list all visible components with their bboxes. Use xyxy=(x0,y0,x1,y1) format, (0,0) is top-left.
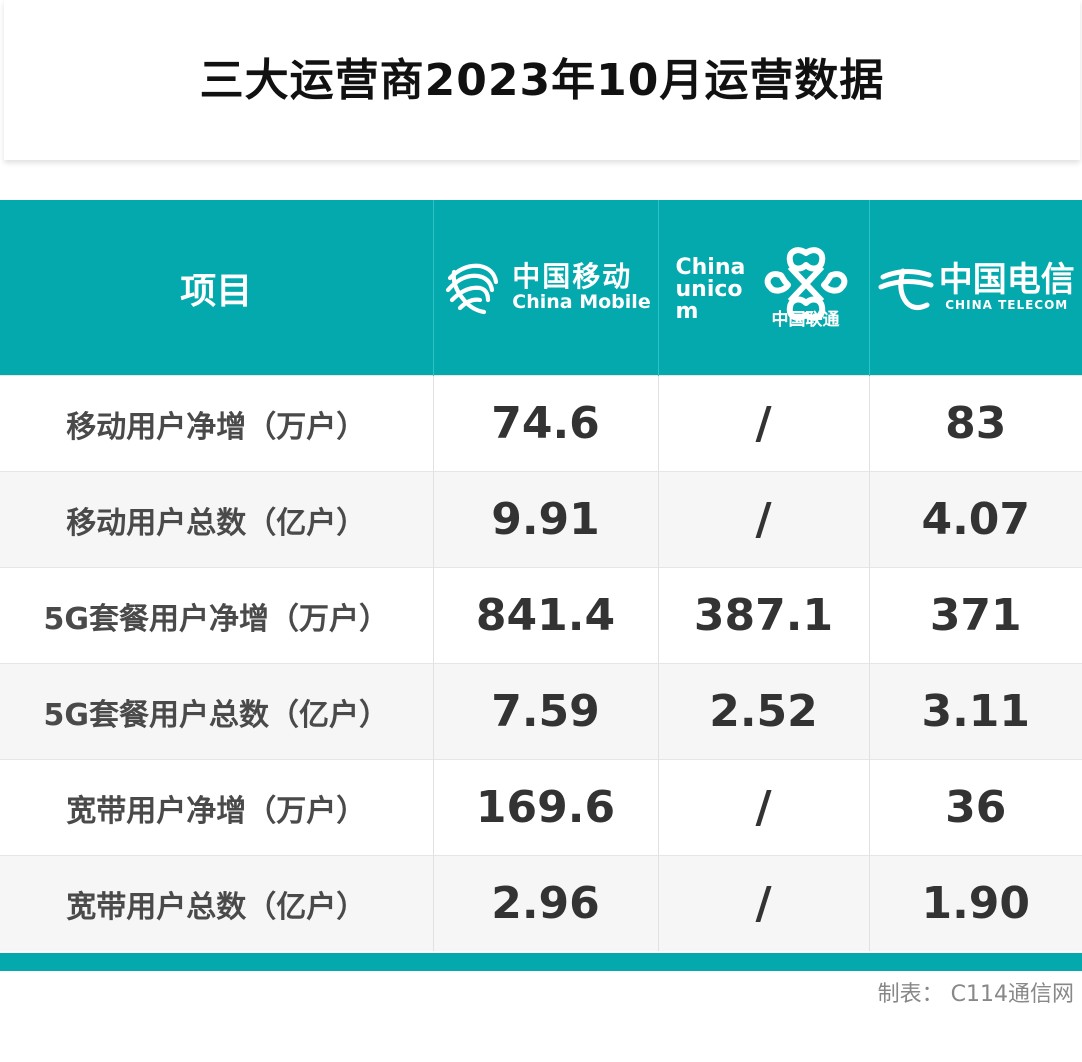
china-unicom-knot-icon xyxy=(764,247,847,321)
header-china-unicom: China unicom 中国联通 xyxy=(657,200,869,376)
row-label: 宽带用户净增（万户） xyxy=(66,793,367,829)
value-cell-china-telecom: 1.90 xyxy=(868,855,1082,951)
value-cell-china-telecom: 4.07 xyxy=(868,471,1082,568)
row-label-cell: 5G套餐用户净增（万户） xyxy=(0,567,433,664)
row-label-cell: 宽带用户总数（亿户） xyxy=(0,855,433,951)
value-cell-china-telecom: 3.11 xyxy=(868,663,1082,760)
value-cell-china-telecom: 83 xyxy=(868,375,1082,472)
row-label: 5G套餐用户净增（万户） xyxy=(43,601,390,637)
source-credit: 制表： C114通信网 xyxy=(877,982,1074,1007)
value-china-telecom: 83 xyxy=(945,398,1007,449)
value-china-unicom: / xyxy=(755,494,772,545)
value-china-unicom: / xyxy=(755,782,772,833)
value-china-mobile: 7.59 xyxy=(491,686,600,737)
value-china-unicom: 387.1 xyxy=(693,590,834,641)
china-telecom-logo-icon xyxy=(878,268,934,310)
table-header-row: 项目 中国移动 China Mobil xyxy=(0,200,1082,376)
value-cell-china-mobile: 9.91 xyxy=(432,471,658,568)
value-cell-china-telecom: 36 xyxy=(868,759,1082,856)
value-cell-china-telecom: 371 xyxy=(868,567,1082,664)
value-china-mobile: 9.91 xyxy=(491,494,600,545)
value-china-telecom: 36 xyxy=(945,782,1007,833)
row-label: 5G套餐用户总数（亿户） xyxy=(43,697,390,733)
value-china-unicom: 2.52 xyxy=(709,686,818,737)
row-label: 移动用户净增（万户） xyxy=(66,409,367,445)
value-china-unicom: / xyxy=(755,878,772,929)
operator-data-table: 项目 中国移动 China Mobil xyxy=(0,200,1082,951)
row-label: 移动用户总数（亿户） xyxy=(66,505,367,541)
header-china-telecom: 中国电信 CHINA TELECOM xyxy=(868,200,1082,376)
value-cell-china-mobile: 74.6 xyxy=(432,375,658,472)
china-mobile-logo-icon xyxy=(446,263,499,314)
value-china-mobile: 841.4 xyxy=(475,590,616,641)
row-label-cell: 5G套餐用户总数（亿户） xyxy=(0,663,433,760)
header-item: 项目 xyxy=(0,200,433,376)
row-label-cell: 移动用户总数（亿户） xyxy=(0,471,433,568)
value-cell-china-unicom: / xyxy=(657,759,869,856)
value-china-mobile: 169.6 xyxy=(475,782,616,833)
table-row: 宽带用户总数（亿户） 2.96 / 1.90 xyxy=(0,855,1082,951)
china-mobile-en: China Mobile xyxy=(512,291,651,314)
table-row: 移动用户净增（万户） 74.6 / 83 xyxy=(0,375,1082,472)
value-cell-china-mobile: 2.96 xyxy=(432,855,658,951)
bottom-bar xyxy=(0,953,1082,971)
value-china-telecom: 4.07 xyxy=(921,494,1031,545)
value-cell-china-unicom: / xyxy=(657,855,869,951)
value-cell-china-unicom: 2.52 xyxy=(657,663,869,760)
china-telecom-cn: 中国电信 xyxy=(938,260,1075,301)
row-label: 宽带用户总数（亿户） xyxy=(66,889,367,925)
value-china-telecom: 3.11 xyxy=(921,686,1031,737)
china-telecom-en: CHINA TELECOM xyxy=(945,298,1069,313)
value-cell-china-mobile: 841.4 xyxy=(432,567,658,664)
value-cell-china-mobile: 169.6 xyxy=(432,759,658,856)
value-china-telecom: 371 xyxy=(929,590,1022,641)
china-unicom-cn: 中国联通 xyxy=(771,310,840,330)
value-cell-china-unicom: / xyxy=(657,471,869,568)
value-cell-china-unicom: 387.1 xyxy=(657,567,869,664)
table-row: 5G套餐用户总数（亿户） 7.59 2.52 3.11 xyxy=(0,663,1082,760)
value-cell-china-mobile: 7.59 xyxy=(432,663,658,760)
value-china-mobile: 74.6 xyxy=(491,398,600,449)
value-china-unicom: / xyxy=(755,398,772,449)
table-row: 宽带用户净增（万户） 169.6 / 36 xyxy=(0,759,1082,856)
china-mobile-cn: 中国移动 xyxy=(512,259,633,293)
value-china-telecom: 1.90 xyxy=(921,878,1031,929)
table-row: 5G套餐用户净增（万户） 841.4 387.1 371 xyxy=(0,567,1082,664)
title-card: 三大运营商2023年10月运营数据 xyxy=(4,0,1080,160)
china-unicom-en: China unicom xyxy=(675,255,746,324)
table-row: 移动用户总数（亿户） 9.91 / 4.07 xyxy=(0,471,1082,568)
page-title: 三大运营商2023年10月运营数据 xyxy=(199,55,885,106)
header-item-label: 项目 xyxy=(180,270,253,312)
row-label-cell: 宽带用户净增（万户） xyxy=(0,759,433,856)
row-label-cell: 移动用户净增（万户） xyxy=(0,375,433,472)
header-china-mobile: 中国移动 China Mobile xyxy=(432,200,658,376)
value-cell-china-unicom: / xyxy=(657,375,869,472)
value-china-mobile: 2.96 xyxy=(491,878,600,929)
